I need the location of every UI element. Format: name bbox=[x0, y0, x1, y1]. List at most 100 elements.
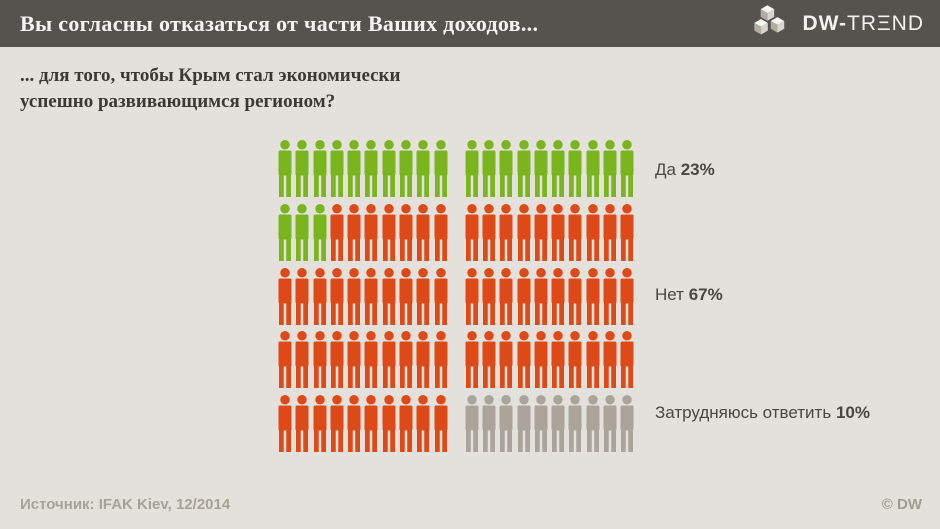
person-icon bbox=[434, 140, 448, 197]
person-icon bbox=[416, 331, 430, 389]
person-icon bbox=[465, 203, 479, 261]
person-icon bbox=[482, 203, 496, 261]
person-icon bbox=[499, 395, 513, 452]
dw-cubes-icon bbox=[754, 4, 785, 34]
person-icon bbox=[313, 395, 327, 452]
person-icon bbox=[551, 203, 565, 261]
legend-label: Да bbox=[655, 160, 676, 179]
legend-value: 23% bbox=[680, 160, 715, 179]
person-icon bbox=[313, 331, 327, 389]
legend-label: Нет bbox=[655, 285, 684, 304]
person-icon bbox=[568, 395, 582, 452]
person-icon bbox=[603, 267, 617, 325]
person-icon bbox=[568, 203, 582, 261]
person-icon bbox=[517, 267, 531, 325]
source-note: Источник: IFAK Kiev, 12/2014 bbox=[20, 496, 231, 513]
person-icon bbox=[399, 203, 413, 261]
person-icon bbox=[534, 140, 548, 197]
person-icon bbox=[499, 331, 513, 389]
pictogram-row bbox=[278, 395, 638, 452]
person-icon bbox=[482, 331, 496, 389]
pictogram-row bbox=[278, 140, 638, 197]
person-icon bbox=[295, 331, 309, 389]
person-icon bbox=[517, 331, 531, 389]
person-icon bbox=[534, 267, 548, 325]
person-icon bbox=[434, 331, 448, 389]
person-icon bbox=[330, 203, 344, 261]
chart-question: ... для того, чтобы Крым стал экономичес… bbox=[20, 63, 400, 115]
person-icon bbox=[482, 395, 496, 452]
person-icon bbox=[568, 140, 582, 197]
person-icon bbox=[364, 395, 378, 452]
person-icon bbox=[416, 267, 430, 325]
person-icon bbox=[499, 140, 513, 197]
person-icon bbox=[364, 140, 378, 197]
person-icon bbox=[586, 267, 600, 325]
chart-question-line1: ... для того, чтобы Крым стал экономичес… bbox=[20, 65, 401, 86]
wordmark-nd: ND bbox=[891, 11, 924, 35]
person-icon bbox=[364, 331, 378, 389]
person-icon bbox=[347, 140, 361, 197]
person-icon bbox=[382, 267, 396, 325]
person-icon bbox=[416, 395, 430, 452]
legend-value: 67% bbox=[688, 285, 723, 304]
person-icon bbox=[568, 267, 582, 325]
person-icon bbox=[347, 203, 361, 261]
person-icon bbox=[517, 203, 531, 261]
person-icon bbox=[330, 331, 344, 389]
legend-label: Затрудняюсь ответить bbox=[655, 403, 832, 422]
person-icon bbox=[603, 140, 617, 197]
person-icon bbox=[382, 140, 396, 197]
person-icon bbox=[347, 395, 361, 452]
person-icon bbox=[313, 203, 327, 261]
person-icon bbox=[399, 331, 413, 389]
person-icon bbox=[586, 140, 600, 197]
person-icon bbox=[278, 267, 292, 325]
legend-no: Нет 67% bbox=[655, 285, 935, 305]
person-icon bbox=[499, 203, 513, 261]
person-icon bbox=[434, 267, 448, 325]
legend-value: 10% bbox=[835, 403, 870, 422]
person-icon bbox=[313, 140, 327, 197]
person-icon bbox=[499, 267, 513, 325]
pictogram-row bbox=[278, 267, 638, 325]
person-icon bbox=[434, 203, 448, 261]
person-icon bbox=[603, 395, 617, 452]
person-icon bbox=[364, 203, 378, 261]
dw-trend-wordmark: DW-TRΞND bbox=[802, 12, 924, 36]
person-icon bbox=[534, 331, 548, 389]
person-icon bbox=[517, 140, 531, 197]
person-icon bbox=[620, 395, 634, 452]
person-icon bbox=[534, 395, 548, 452]
person-icon bbox=[295, 395, 309, 452]
person-icon bbox=[399, 267, 413, 325]
person-icon bbox=[399, 140, 413, 197]
wordmark-tr: TR bbox=[847, 11, 877, 35]
person-icon bbox=[278, 140, 292, 197]
person-icon bbox=[551, 395, 565, 452]
person-icon bbox=[586, 203, 600, 261]
pictogram-grid bbox=[278, 140, 638, 459]
person-icon bbox=[416, 140, 430, 197]
person-icon bbox=[347, 267, 361, 325]
person-icon bbox=[603, 203, 617, 261]
person-icon bbox=[551, 267, 565, 325]
person-icon bbox=[330, 267, 344, 325]
person-icon bbox=[482, 140, 496, 197]
page-title: Вы согласны отказаться от части Ваших до… bbox=[20, 10, 539, 36]
person-icon bbox=[620, 140, 634, 197]
person-icon bbox=[295, 267, 309, 325]
person-icon bbox=[586, 331, 600, 389]
person-icon bbox=[465, 267, 479, 325]
person-icon bbox=[434, 395, 448, 452]
title-bar: Вы согласны отказаться от части Ваших до… bbox=[0, 0, 940, 47]
person-icon bbox=[465, 395, 479, 452]
person-icon bbox=[517, 395, 531, 452]
person-icon bbox=[382, 203, 396, 261]
person-icon bbox=[347, 331, 361, 389]
pictogram-row bbox=[278, 203, 638, 261]
person-icon bbox=[465, 331, 479, 389]
person-icon bbox=[295, 140, 309, 197]
legend-yes: Да 23% bbox=[655, 160, 935, 180]
